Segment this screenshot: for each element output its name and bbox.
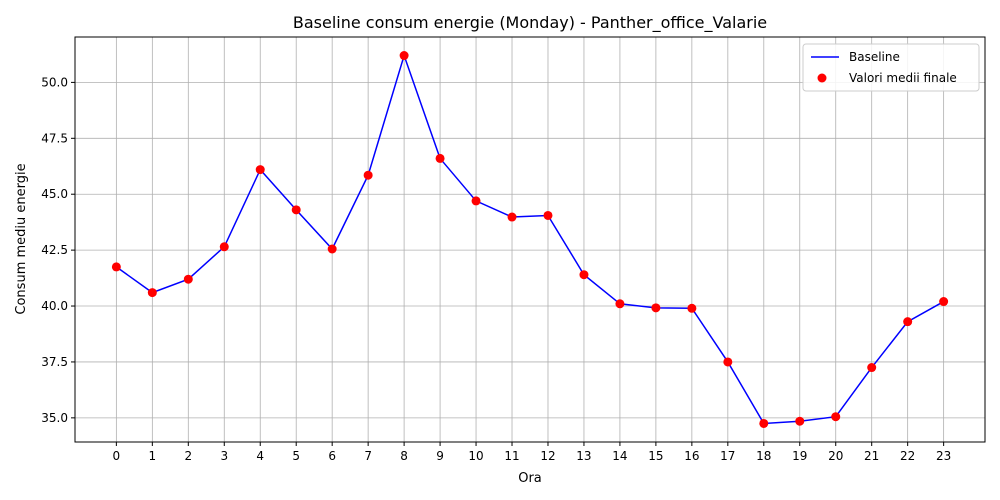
x-tick-label: 19 xyxy=(792,449,807,463)
y-tick-label: 50.0 xyxy=(41,75,68,89)
y-axis-label: Consum mediu energie xyxy=(14,163,29,314)
x-tick-label: 18 xyxy=(756,449,771,463)
y-tick-label: 42.5 xyxy=(41,243,68,257)
data-point xyxy=(867,363,877,373)
data-point xyxy=(759,418,769,428)
data-point xyxy=(723,357,733,367)
data-point xyxy=(363,170,373,180)
x-tick-label: 1 xyxy=(149,449,157,463)
legend-marker-swatch xyxy=(817,73,827,83)
x-tick-label: 0 xyxy=(113,449,121,463)
data-point xyxy=(111,262,121,272)
chart-title: Baseline consum energie (Monday) - Panth… xyxy=(293,13,767,33)
data-point xyxy=(939,297,949,307)
x-tick-label: 15 xyxy=(648,449,663,463)
legend-label-baseline: Baseline xyxy=(849,50,900,64)
data-point xyxy=(435,153,445,163)
data-point xyxy=(183,274,193,284)
data-point xyxy=(507,212,517,222)
x-tick-label: 20 xyxy=(828,449,843,463)
data-point xyxy=(219,242,229,252)
data-point xyxy=(291,205,301,215)
x-tick-label: 14 xyxy=(612,449,627,463)
x-tick-label: 16 xyxy=(684,449,699,463)
data-point xyxy=(903,317,913,327)
x-tick-label: 17 xyxy=(720,449,735,463)
x-tick-label: 21 xyxy=(864,449,879,463)
x-tick-label: 7 xyxy=(364,449,372,463)
x-tick-label: 23 xyxy=(936,449,951,463)
y-tick-label: 40.0 xyxy=(41,299,68,313)
x-tick-label: 9 xyxy=(436,449,444,463)
data-point xyxy=(327,244,337,254)
data-point xyxy=(543,210,553,220)
data-point xyxy=(795,416,805,426)
y-tick-label: 45.0 xyxy=(41,187,68,201)
data-point xyxy=(147,288,157,298)
x-tick-label: 3 xyxy=(220,449,228,463)
data-point xyxy=(687,303,697,313)
data-point xyxy=(831,412,841,422)
data-point xyxy=(579,270,589,280)
x-tick-label: 4 xyxy=(256,449,264,463)
plot-frame xyxy=(74,36,986,443)
x-tick-label: 11 xyxy=(504,449,519,463)
x-tick-label: 13 xyxy=(576,449,591,463)
legend-label-valori: Valori medii finale xyxy=(849,71,957,85)
data-point xyxy=(615,299,625,309)
x-tick-label: 8 xyxy=(400,449,408,463)
legend: Baseline Valori medii finale xyxy=(802,43,980,92)
y-axis: 35.0 37.5 40.0 42.5 45.0 47.5 50.0 xyxy=(41,75,75,425)
x-tick-label: 6 xyxy=(328,449,336,463)
data-point xyxy=(399,51,409,61)
x-tick-label: 12 xyxy=(540,449,555,463)
data-point xyxy=(471,196,481,206)
legend-box xyxy=(802,43,980,92)
data-point xyxy=(255,165,265,175)
x-axis-label: Ora xyxy=(518,471,542,486)
x-axis: 0 1 2 3 4 5 6 7 8 9 10 11 12 13 14 15 16 17 18 19 20 21 22 23 xyxy=(113,442,951,463)
y-tick-label: 37.5 xyxy=(41,355,68,369)
data-point xyxy=(651,303,661,313)
x-tick-label: 2 xyxy=(184,449,192,463)
x-tick-label: 5 xyxy=(292,449,300,463)
x-tick-label: 22 xyxy=(900,449,915,463)
y-tick-label: 47.5 xyxy=(41,131,68,145)
y-tick-label: 35.0 xyxy=(41,411,68,425)
plot-content xyxy=(111,51,949,428)
baseline-line xyxy=(115,53,945,425)
x-tick-label: 10 xyxy=(468,449,483,463)
